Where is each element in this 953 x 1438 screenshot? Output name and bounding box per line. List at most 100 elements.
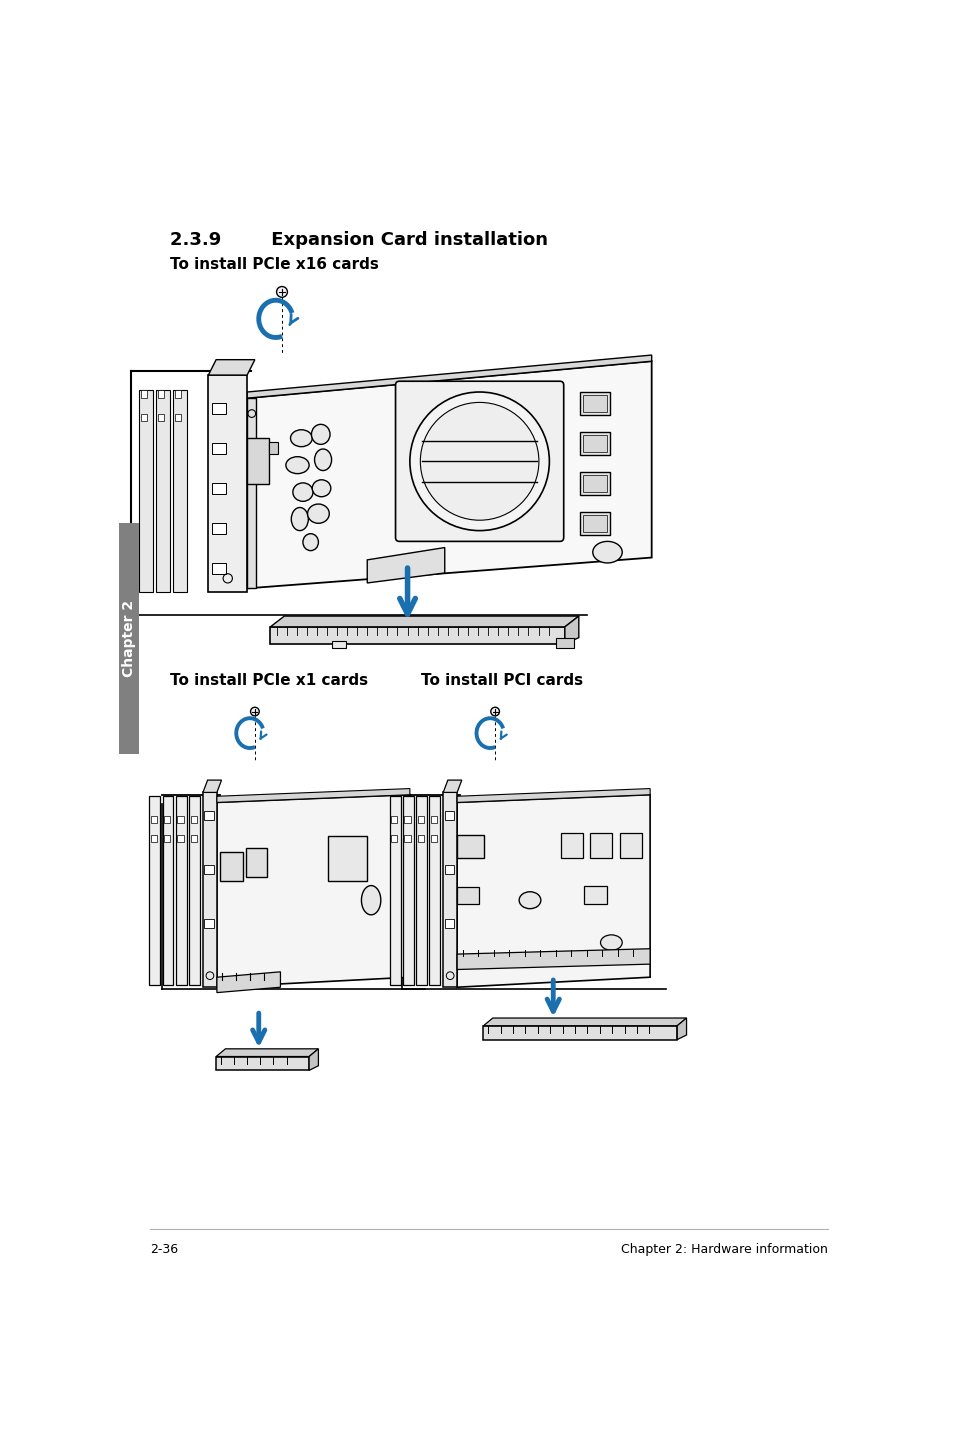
Ellipse shape [293, 483, 313, 502]
Circle shape [420, 403, 538, 521]
Bar [431, 835, 436, 843]
Polygon shape [456, 795, 649, 988]
Bar [151, 835, 157, 843]
Bar [150, 797, 160, 985]
Bar [151, 815, 157, 823]
Bar [204, 811, 213, 820]
Bar [173, 391, 187, 592]
Bar [164, 835, 171, 843]
Bar [212, 403, 226, 414]
Ellipse shape [286, 457, 309, 473]
Text: 2-36: 2-36 [150, 1242, 178, 1255]
Ellipse shape [291, 430, 312, 447]
Bar [203, 792, 216, 988]
FancyBboxPatch shape [395, 381, 563, 541]
Polygon shape [216, 972, 280, 992]
Bar [583, 436, 606, 452]
Bar [220, 851, 243, 881]
Polygon shape [443, 779, 461, 792]
Polygon shape [270, 627, 564, 644]
Bar [579, 512, 609, 535]
Ellipse shape [307, 505, 329, 523]
Bar [212, 483, 226, 493]
Bar [583, 395, 606, 413]
Bar [555, 637, 574, 649]
Bar [404, 815, 410, 823]
Ellipse shape [312, 480, 331, 496]
Bar [158, 414, 164, 421]
Bar [212, 523, 226, 533]
Bar [416, 797, 427, 985]
Polygon shape [216, 788, 410, 802]
Polygon shape [216, 795, 410, 988]
Bar [391, 835, 397, 843]
Polygon shape [270, 615, 578, 627]
Bar [579, 393, 609, 416]
Bar [204, 864, 213, 874]
Text: 2.3.9        Expansion Card installation: 2.3.9 Expansion Card installation [170, 232, 547, 249]
Polygon shape [309, 1048, 318, 1070]
Text: To install PCI cards: To install PCI cards [421, 673, 583, 689]
Bar [247, 398, 256, 588]
Polygon shape [269, 441, 278, 453]
Bar [560, 833, 582, 858]
Polygon shape [208, 360, 254, 375]
Bar [390, 797, 400, 985]
Polygon shape [247, 355, 651, 398]
Bar [156, 391, 171, 592]
Bar [141, 414, 147, 421]
Bar [212, 443, 226, 453]
Bar [139, 391, 153, 592]
Bar [191, 815, 196, 823]
Polygon shape [208, 375, 247, 592]
Bar [579, 431, 609, 456]
Bar [204, 919, 213, 928]
Text: Chapter 2: Chapter 2 [122, 600, 136, 677]
Bar [141, 391, 147, 398]
Bar [391, 815, 397, 823]
Bar [174, 414, 181, 421]
Text: To install PCIe x16 cards: To install PCIe x16 cards [170, 257, 378, 272]
Polygon shape [456, 788, 649, 802]
Bar [328, 837, 367, 881]
Bar [583, 515, 606, 532]
Bar [456, 887, 478, 905]
Bar [444, 811, 454, 820]
Bar [191, 835, 196, 843]
Bar [175, 797, 187, 985]
Polygon shape [483, 1018, 686, 1025]
Polygon shape [247, 361, 651, 588]
Ellipse shape [518, 892, 540, 909]
Polygon shape [677, 1018, 686, 1040]
Bar [164, 815, 171, 823]
Bar [583, 475, 606, 492]
Bar [247, 439, 269, 485]
Ellipse shape [311, 424, 330, 444]
Text: Chapter 2: Hardware information: Chapter 2: Hardware information [620, 1242, 827, 1255]
Bar [332, 641, 346, 649]
Ellipse shape [361, 886, 380, 915]
Bar [417, 835, 423, 843]
Polygon shape [367, 548, 444, 582]
Ellipse shape [592, 541, 621, 562]
Ellipse shape [314, 449, 332, 470]
Circle shape [276, 286, 287, 298]
Bar [158, 391, 164, 398]
Bar [429, 797, 439, 985]
Polygon shape [203, 779, 221, 792]
Bar [443, 792, 456, 988]
Text: To install PCIe x1 cards: To install PCIe x1 cards [170, 673, 367, 689]
Bar [402, 797, 414, 985]
Bar [216, 1057, 309, 1070]
Bar [583, 886, 607, 905]
Bar [579, 472, 609, 495]
Bar [444, 919, 454, 928]
Bar [404, 835, 410, 843]
Polygon shape [564, 615, 578, 644]
Bar [619, 833, 641, 858]
Bar [174, 391, 181, 398]
Bar [245, 848, 267, 877]
Bar [590, 833, 612, 858]
Bar [483, 1025, 677, 1040]
Ellipse shape [599, 935, 621, 951]
